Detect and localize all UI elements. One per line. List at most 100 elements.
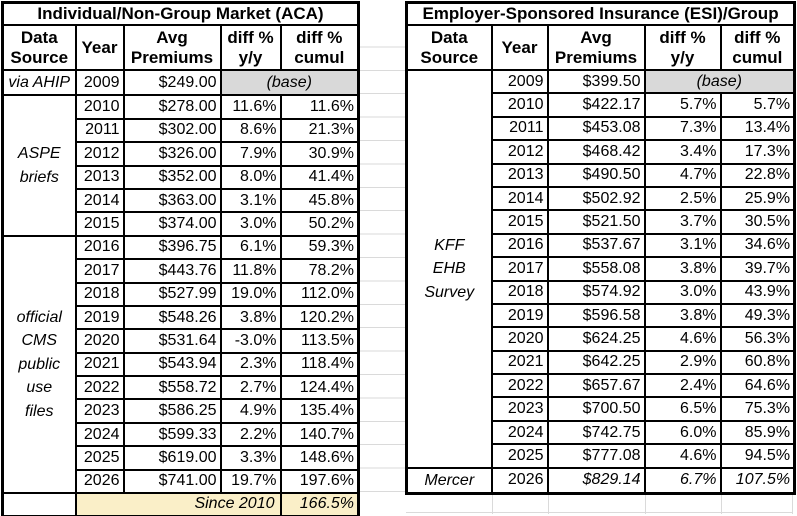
esi-year-cell[interactable]: 2009	[490, 68, 549, 95]
aca-diff-cumul-cell[interactable]: 120.2%	[279, 304, 360, 331]
esi-premium-cell[interactable]: $558.08	[546, 256, 646, 282]
aca-diff-yy-cell[interactable]: 19.0%	[219, 281, 282, 307]
esi-diff-yy-cell[interactable]: 5.7%	[643, 92, 722, 118]
aca-diff-yy-cell[interactable]: 8.6%	[219, 117, 282, 144]
aca-year-cell[interactable]: 2026	[74, 468, 125, 495]
esi-premium-cell[interactable]: $642.25	[546, 349, 646, 376]
aca-diff-cumul-cell[interactable]: 124.4%	[279, 375, 360, 401]
aca-diff-yy-cell[interactable]: 8.0%	[219, 164, 282, 190]
aca-year-cell[interactable]: 2016	[74, 234, 125, 261]
aca-diff-yy-cell[interactable]: 3.8%	[219, 304, 282, 331]
esi-diff-cumul-cell[interactable]: 107.5%	[719, 466, 796, 495]
aca-diff-yy-cell[interactable]: 11.8%	[219, 258, 282, 284]
esi-premium-cell[interactable]: $521.50	[546, 209, 646, 235]
aca-year-cell[interactable]: 2023	[74, 398, 125, 424]
aca-diff-cumul-cell[interactable]: 148.6%	[279, 445, 360, 471]
aca-diff-cumul-cell[interactable]: 140.7%	[279, 421, 360, 448]
aca-diff-cumul-cell[interactable]: 30.9%	[279, 141, 360, 167]
aca-year-cell[interactable]: 2020	[74, 328, 125, 354]
aca-header-diff-yy[interactable]: diff % y/y	[219, 24, 282, 71]
aca-since-2010-label-cell[interactable]: Since 2010	[74, 492, 282, 516]
esi-header-diff-cumul[interactable]: diff % cumul	[719, 24, 796, 71]
esi-diff-cumul-cell[interactable]: 56.3%	[719, 326, 796, 352]
esi-premium-cell[interactable]: $468.42	[546, 139, 646, 165]
esi-premium-cell[interactable]: $777.08	[546, 443, 646, 469]
aca-diff-yy-cell[interactable]: 2.7%	[219, 375, 282, 401]
esi-year-cell[interactable]: 2011	[490, 115, 549, 142]
aca-premium-cell[interactable]: $619.00	[122, 445, 222, 471]
esi-diff-yy-cell[interactable]: 2.4%	[643, 373, 722, 399]
aca-premium-cell[interactable]: $326.00	[122, 141, 222, 167]
esi-diff-cumul-cell[interactable]: 5.7%	[719, 92, 796, 118]
aca-diff-cumul-cell[interactable]: 135.4%	[279, 398, 360, 424]
esi-diff-yy-cell[interactable]: 6.5%	[643, 396, 722, 422]
esi-base-cell[interactable]: (base)	[643, 68, 796, 95]
aca-diff-cumul-cell[interactable]: 50.2%	[279, 211, 360, 237]
aca-year-cell[interactable]: 2014	[74, 187, 125, 214]
aca-table-title[interactable]: Individual/Non-Group Market (ACA)	[1, 1, 360, 26]
aca-diff-cumul-cell[interactable]: 21.3%	[279, 117, 360, 144]
esi-diff-yy-cell[interactable]: 3.7%	[643, 209, 722, 235]
esi-year-cell[interactable]: 2026	[490, 466, 549, 495]
aca-diff-yy-cell[interactable]: 2.3%	[219, 351, 282, 378]
esi-diff-yy-cell[interactable]: 2.9%	[643, 349, 722, 376]
aca-diff-cumul-cell[interactable]: 112.0%	[279, 281, 360, 307]
esi-diff-cumul-cell[interactable]: 34.6%	[719, 232, 796, 259]
esi-premium-cell[interactable]: $624.25	[546, 326, 646, 352]
aca-year-cell[interactable]: 2025	[74, 445, 125, 471]
aca-year-cell[interactable]: 2015	[74, 211, 125, 237]
aca-premium-cell[interactable]: $531.64	[122, 328, 222, 354]
aca-year-cell[interactable]: 2009	[74, 68, 125, 97]
esi-premium-cell[interactable]: $742.75	[546, 419, 646, 446]
aca-premium-cell[interactable]: $374.00	[122, 211, 222, 237]
esi-year-cell[interactable]: 2024	[490, 419, 549, 446]
aca-premium-cell[interactable]: $558.72	[122, 375, 222, 401]
aca-year-cell[interactable]: 2013	[74, 164, 125, 190]
aca-diff-cumul-cell[interactable]: 59.3%	[279, 234, 360, 261]
aca-year-cell[interactable]: 2010	[74, 94, 125, 120]
esi-premium-cell[interactable]: $596.58	[546, 302, 646, 329]
aca-diff-cumul-cell[interactable]: 118.4%	[279, 351, 360, 378]
esi-diff-cumul-cell[interactable]: 85.9%	[719, 419, 796, 446]
esi-diff-yy-cell[interactable]: 4.6%	[643, 326, 722, 352]
esi-premium-cell[interactable]: $422.17	[546, 92, 646, 118]
aca-diff-cumul-cell[interactable]: 41.4%	[279, 164, 360, 190]
aca-diff-cumul-cell[interactable]: 45.8%	[279, 187, 360, 214]
esi-header-diff-yy[interactable]: diff % y/y	[643, 24, 722, 71]
esi-diff-cumul-cell[interactable]: 30.5%	[719, 209, 796, 235]
esi-diff-cumul-cell[interactable]: 94.5%	[719, 443, 796, 469]
aca-premium-cell[interactable]: $741.00	[122, 468, 222, 495]
esi-diff-yy-cell[interactable]: 7.3%	[643, 115, 722, 142]
aca-diff-yy-cell[interactable]: 3.0%	[219, 211, 282, 237]
aca-premium-cell[interactable]: $278.00	[122, 94, 222, 120]
esi-year-cell[interactable]: 2020	[490, 326, 549, 352]
aca-data-source-cell[interactable]: official CMS public use files	[1, 234, 77, 495]
aca-diff-yy-cell[interactable]: 4.9%	[219, 398, 282, 424]
esi-diff-cumul-cell[interactable]: 22.8%	[719, 162, 796, 188]
esi-premium-cell[interactable]: $574.92	[546, 279, 646, 305]
esi-diff-cumul-cell[interactable]: 75.3%	[719, 396, 796, 422]
esi-year-cell[interactable]: 2010	[490, 92, 549, 118]
esi-premium-cell[interactable]: $453.08	[546, 115, 646, 142]
esi-data-source-cell[interactable]: Mercer	[405, 466, 493, 495]
esi-premium-cell[interactable]: $657.67	[546, 373, 646, 399]
aca-diff-yy-cell[interactable]: 11.6%	[219, 94, 282, 120]
aca-diff-yy-cell[interactable]: 7.9%	[219, 141, 282, 167]
aca-year-cell[interactable]: 2017	[74, 258, 125, 284]
aca-diff-cumul-cell[interactable]: 197.6%	[279, 468, 360, 495]
aca-premium-cell[interactable]: $543.94	[122, 351, 222, 378]
aca-diff-yy-cell[interactable]: 6.1%	[219, 234, 282, 261]
aca-year-cell[interactable]: 2022	[74, 375, 125, 401]
aca-diff-yy-cell[interactable]: 19.7%	[219, 468, 282, 495]
aca-premium-cell[interactable]: $302.00	[122, 117, 222, 144]
aca-premium-cell[interactable]: $548.26	[122, 304, 222, 331]
esi-diff-cumul-cell[interactable]: 39.7%	[719, 256, 796, 282]
esi-table-title[interactable]: Employer-Sponsored Insurance (ESI)/Group	[405, 1, 796, 26]
esi-year-cell[interactable]: 2019	[490, 302, 549, 329]
aca-premium-cell[interactable]: $599.33	[122, 421, 222, 448]
aca-header-data-source[interactable]: Data Source	[1, 24, 77, 71]
esi-diff-yy-cell[interactable]: 3.8%	[643, 302, 722, 329]
aca-premium-cell[interactable]: $249.00	[122, 68, 222, 97]
esi-diff-yy-cell[interactable]: 3.4%	[643, 139, 722, 165]
esi-diff-cumul-cell[interactable]: 43.9%	[719, 279, 796, 305]
